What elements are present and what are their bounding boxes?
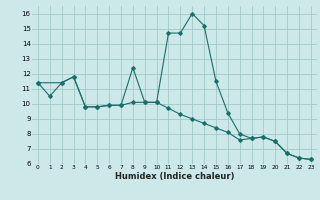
X-axis label: Humidex (Indice chaleur): Humidex (Indice chaleur) xyxy=(115,172,234,181)
